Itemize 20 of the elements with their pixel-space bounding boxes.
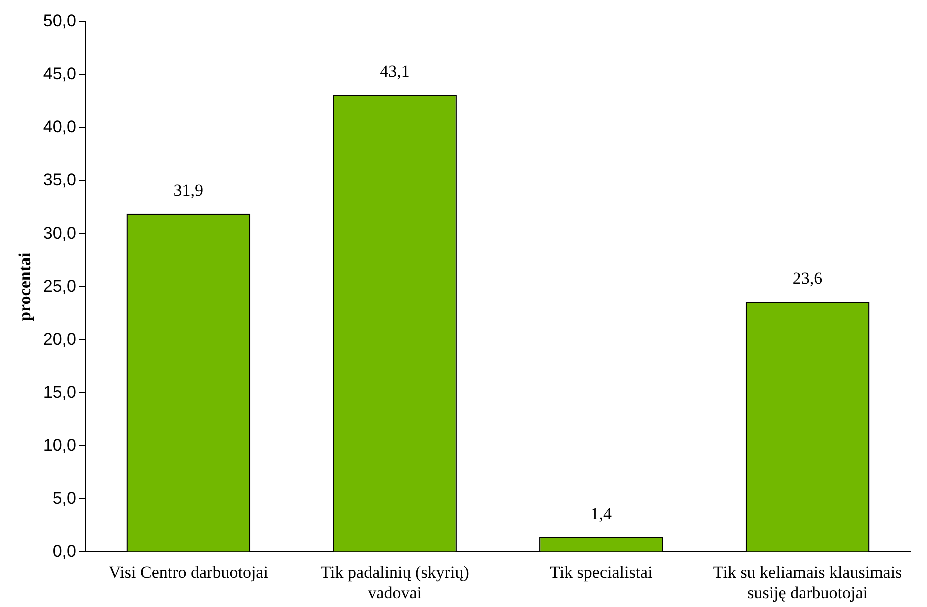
y-tick-label: 35,0 [43,170,76,190]
y-tick-label: 25,0 [43,276,76,296]
y-tick-label: 10,0 [43,436,76,455]
data-label: 31,9 [174,180,204,200]
x-tick-label: Tik specialistai [550,562,654,582]
data-label: 43,1 [380,62,410,82]
y-tick-label: 50,0 [43,12,76,31]
y-tick-label: 15,0 [43,382,76,402]
x-tick-label: Visi Centro darbuotojai [108,562,269,582]
y-tick-label: 0,0 [52,542,76,561]
y-tick-label: 5,0 [52,488,76,508]
x-tick-label: Tik su keliamais klausimais susiję darbuotojai [713,562,902,602]
y-tick-label: 40,0 [43,118,76,137]
y-axis-title: procentai [16,252,35,322]
y-tick-label: 30,0 [43,224,76,243]
data-label: 23,6 [792,268,823,288]
y-tick-label: 20,0 [43,330,76,349]
x-tick-label: Tik padalinių (skyrių) vadovai [320,562,470,602]
y-tick-label: 45,0 [43,64,76,84]
data-label: 1,4 [590,504,613,524]
